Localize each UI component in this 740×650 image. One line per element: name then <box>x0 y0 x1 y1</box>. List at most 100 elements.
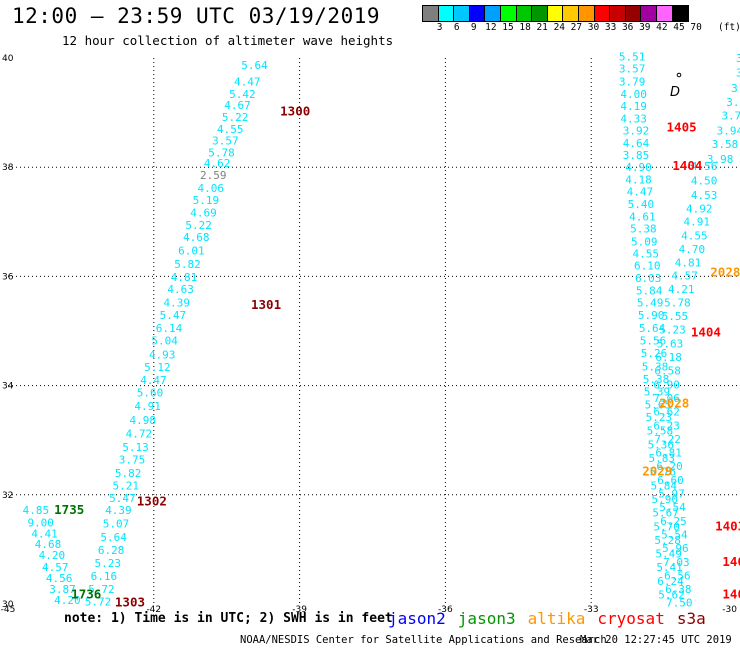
swh-value: 4.55 <box>681 229 708 242</box>
swh-value: 6.10 <box>634 259 661 272</box>
time-label: 1404 <box>691 324 721 339</box>
swh-value: 3.94 <box>717 124 740 137</box>
swh-value: 5.54 <box>659 501 686 514</box>
swh-value: 6.20 <box>656 460 683 473</box>
swh-value: 4.68 <box>35 538 62 551</box>
y-tick-label: 30 <box>2 600 14 610</box>
swh-value: 4.64 <box>623 137 650 150</box>
legend-tick-label: 42 <box>656 22 668 33</box>
track-marker: D <box>670 72 682 100</box>
legend-tick-label: 39 <box>639 22 651 33</box>
swh-value: 5.49 <box>637 296 664 309</box>
swh-value: 3.90 <box>726 96 740 109</box>
swh-value: 5.78 <box>664 296 691 309</box>
swh-value: 4.00 <box>620 88 647 101</box>
swh-value: 4.47 <box>627 186 654 199</box>
legend-swatch <box>469 6 486 21</box>
legend-tick-label: 24 <box>553 22 566 33</box>
swh-value: 4.81 <box>171 271 198 284</box>
legend-tick-label: 30 <box>587 22 600 33</box>
swh-value: 4.33 <box>620 112 647 125</box>
satellite-name-altika: altika <box>527 609 586 628</box>
footer-credit: NOAA/NESDIS Center for Satellite Applica… <box>240 634 607 646</box>
swh-value: 5.67 <box>652 507 679 520</box>
swh-value: 3.92 <box>623 124 650 137</box>
legend-swatch <box>485 6 501 21</box>
swh-value: 5.72 <box>85 596 112 609</box>
swh-value: 5.47 <box>109 492 136 505</box>
x-tick-label: -42 <box>146 605 161 615</box>
swh-value: 6.58 <box>654 365 681 378</box>
swh-value: 5.83 <box>649 452 676 465</box>
swh-value: 5.82 <box>115 467 142 480</box>
track-end-glyph: D <box>670 85 680 100</box>
swh-value: 5.39 <box>644 385 671 398</box>
swh-value: 5.26 <box>641 347 668 360</box>
legend-swatch <box>438 6 455 21</box>
legend-swatch <box>454 6 470 21</box>
swh-value: 5.49 <box>655 548 682 561</box>
swh-value: 6.18 <box>655 351 682 364</box>
y-tick-label: 40 <box>2 54 14 64</box>
swh-value: 5.51 <box>619 51 646 64</box>
swh-value: 6.60 <box>657 474 684 487</box>
swh-value: 5.90 <box>651 493 678 506</box>
y-tick-label: 32 <box>2 491 13 501</box>
legend-tick-label: 15 <box>502 22 514 33</box>
legend-tick-label: 12 <box>485 22 497 33</box>
time-label: 1405 <box>667 120 697 135</box>
swh-value: 5.38 <box>642 360 669 373</box>
swh-value: 5.78 <box>208 146 235 159</box>
swh-value: 2.59 <box>200 169 227 182</box>
swh-value: 5.58 <box>647 425 674 438</box>
swh-value: 5.56 <box>640 335 667 348</box>
legend-swatch <box>516 6 533 21</box>
swh-value: 4.91 <box>134 400 161 413</box>
axis-tick-labels: -45 -42 -39 -36 -33 -30 30 32 34 36 38 40 <box>1 54 738 615</box>
swh-value: 5.70 <box>653 520 680 533</box>
swh-value: 5.62 <box>658 589 685 602</box>
swh-value: 5.96 <box>662 542 689 555</box>
swh-value: 4.69 <box>190 206 217 219</box>
swh-value: 5.04 <box>151 335 178 348</box>
swh-value: 5.28 <box>654 534 681 547</box>
swh-value: 5.64 <box>100 531 127 544</box>
swh-value: 4.90 <box>625 161 652 174</box>
swh-value: 5.22 <box>222 111 249 124</box>
legend-swatch <box>547 6 564 21</box>
y-tick-label: 34 <box>2 382 14 392</box>
swh-value: 4.72 <box>126 427 153 440</box>
swh-value: 6.24 <box>657 575 684 588</box>
swh-value: 5.55 <box>662 310 689 323</box>
legend-unit-label: (ft) <box>718 22 740 33</box>
swh-value: 6.81 <box>655 447 682 460</box>
swh-value: 5.64 <box>639 322 666 335</box>
time-label: 1404 <box>672 158 702 173</box>
time-label: 1303 <box>115 595 145 610</box>
swh-value: 5.36 <box>648 438 675 451</box>
swh-value: 4.56 <box>691 160 718 173</box>
swh-value: 4.62 <box>204 157 231 170</box>
legend-swatch <box>563 6 579 21</box>
swh-value: 4.47 <box>140 374 167 387</box>
swh-value: 4.92 <box>686 203 713 216</box>
swh-value: 4.85 <box>23 504 50 517</box>
satellite-name-s3a: s3a <box>676 609 706 628</box>
swh-value: 6.25 <box>660 515 687 528</box>
swh-value: 6.16 <box>91 570 118 583</box>
swh-value: 4.41 <box>31 527 58 540</box>
legend-tick-label: 45 <box>673 22 685 33</box>
y-tick-label: 36 <box>2 272 14 282</box>
swh-value: 3.57 <box>619 63 646 76</box>
x-tick-label: -30 <box>722 605 737 615</box>
time-label: 1402 <box>722 554 740 569</box>
x-tick-label: -33 <box>584 605 599 615</box>
swh-value: 5.63 <box>657 337 684 350</box>
time-label: 2028 <box>659 395 689 410</box>
swh-value: 5.12 <box>144 361 171 374</box>
legend-swatch <box>423 6 439 21</box>
y-tick-label: 38 <box>2 163 14 173</box>
time-label: 140 <box>722 587 740 602</box>
time-label: 1735 <box>54 502 84 517</box>
legend-swatch <box>625 6 642 21</box>
